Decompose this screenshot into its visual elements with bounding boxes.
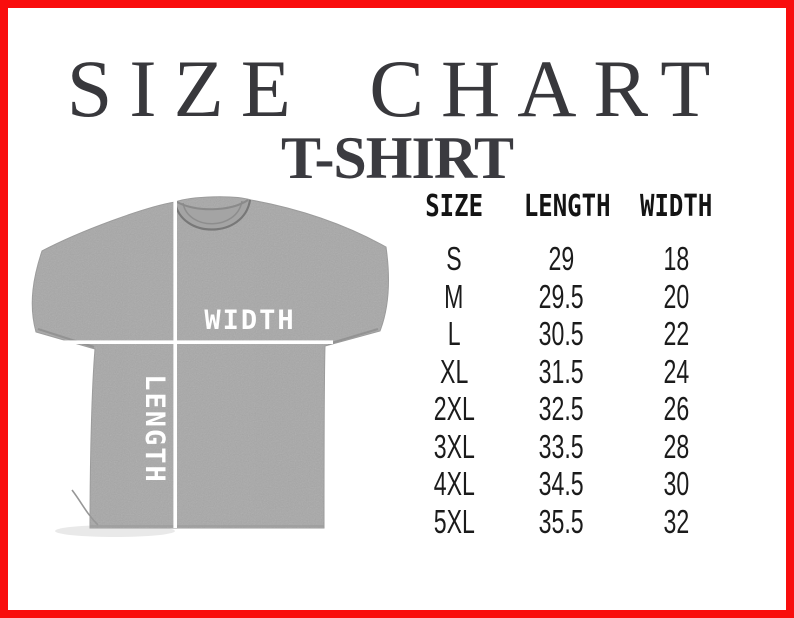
width-cell: 24 bbox=[663, 352, 690, 390]
size-cell: 2XL bbox=[433, 390, 475, 427]
length-cell: 33.5 bbox=[539, 427, 584, 465]
table-row: 2XL 32.5 26 bbox=[395, 390, 743, 428]
width-cell: 20 bbox=[663, 277, 690, 315]
collar-outline bbox=[173, 199, 252, 231]
table-row: L 30.5 22 bbox=[395, 315, 743, 353]
hem-wrinkle bbox=[71, 489, 99, 526]
table-body: S 29 18 M 29.5 20 L 30.5 22 XL 31.5 24 2… bbox=[395, 240, 743, 540]
collar-back-line bbox=[176, 199, 249, 211]
width-cell: 32 bbox=[663, 502, 690, 540]
length-cell: 35.5 bbox=[539, 502, 584, 540]
length-cell: 29.5 bbox=[539, 277, 584, 315]
size-cell: 4XL bbox=[433, 465, 475, 502]
width-cell: 22 bbox=[663, 315, 690, 352]
table-row: 5XL 35.5 32 bbox=[395, 503, 743, 541]
length-cell: 32.5 bbox=[539, 390, 584, 427]
table-header-row: SIZE LENGTH WIDTH bbox=[395, 192, 743, 222]
tshirt-graphic bbox=[20, 185, 405, 545]
size-cell: 3XL bbox=[433, 427, 475, 465]
length-cell: 29 bbox=[548, 240, 575, 277]
collar-band bbox=[182, 200, 243, 225]
size-cell: 5XL bbox=[433, 502, 475, 540]
right-cuff-line bbox=[327, 328, 379, 345]
table-header-size: SIZE bbox=[425, 189, 483, 224]
width-measure-line bbox=[33, 340, 333, 344]
width-cell: 26 bbox=[663, 390, 690, 427]
tshirt-image bbox=[31, 196, 389, 537]
size-cell: L bbox=[447, 315, 461, 352]
table-header-width: WIDTH bbox=[640, 189, 713, 224]
shirt-length-label: LENGTH bbox=[139, 374, 170, 484]
width-cell: 30 bbox=[663, 465, 690, 502]
table-row: 4XL 34.5 30 bbox=[395, 465, 743, 503]
shirt-width-label: WIDTH bbox=[204, 305, 296, 336]
table-row: XL 31.5 24 bbox=[395, 353, 743, 391]
width-cell: 28 bbox=[663, 427, 690, 465]
size-cell: XL bbox=[439, 352, 469, 390]
table-row: M 29.5 20 bbox=[395, 278, 743, 316]
length-measure-line bbox=[173, 199, 177, 528]
page-subtitle: T-SHIRT bbox=[280, 125, 514, 191]
width-cell: 18 bbox=[663, 240, 690, 277]
size-cell: M bbox=[444, 277, 464, 315]
length-cell: 34.5 bbox=[539, 465, 584, 502]
table-row: S 29 18 bbox=[395, 240, 743, 278]
size-cell: S bbox=[446, 240, 462, 277]
table-row: 3XL 33.5 28 bbox=[395, 428, 743, 466]
length-cell: 31.5 bbox=[539, 352, 584, 390]
page-title: SIZE CHART bbox=[66, 43, 728, 134]
size-table: SIZE LENGTH WIDTH S 29 18 M 29.5 20 L 30… bbox=[395, 192, 743, 540]
table-header-length: LENGTH bbox=[523, 189, 611, 224]
length-cell: 30.5 bbox=[539, 315, 584, 352]
